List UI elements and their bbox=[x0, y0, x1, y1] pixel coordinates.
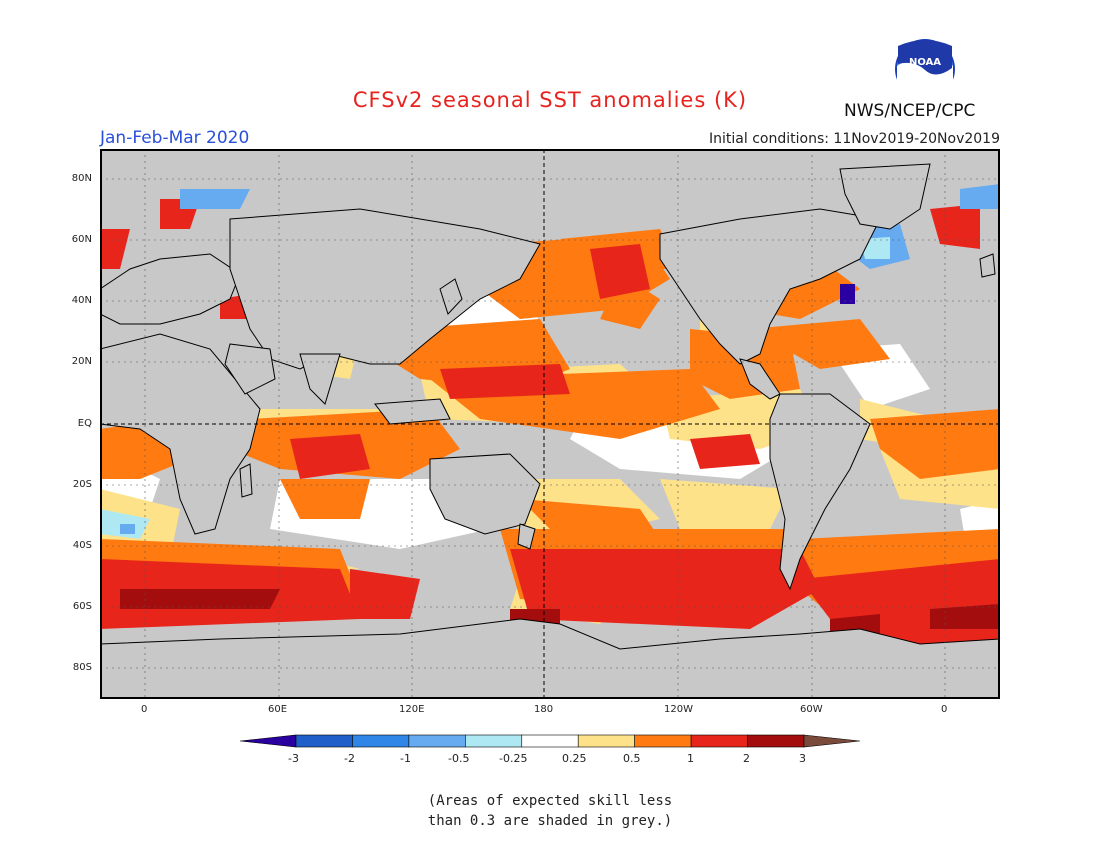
footnote-line: than 0.3 are shaded in grey.) bbox=[427, 813, 673, 829]
footnote-line: (Areas of expected skill less bbox=[427, 793, 673, 809]
lat-label: 80N bbox=[71, 173, 92, 184]
colorbar-bin bbox=[634, 734, 692, 748]
colorbar-ticks: -3 -2 -1 -0.5 -0.25 0.25 0.5 1 2 3 bbox=[240, 752, 860, 768]
lon-label: 120E bbox=[399, 704, 425, 715]
lat-label: 20S bbox=[72, 479, 92, 490]
colorbar-bin bbox=[352, 734, 410, 748]
land-greenland bbox=[839, 163, 931, 230]
lon-label: 180 bbox=[534, 704, 554, 715]
land-asia bbox=[229, 208, 541, 370]
agency-label: NWS/NCEP/CPC bbox=[844, 101, 976, 121]
latitude-axis: 80N 60N 40N 20N EQ 20S 40S 60S 80S bbox=[60, 149, 96, 699]
colorbar-tick: -0.25 bbox=[499, 752, 528, 765]
land-europe bbox=[100, 253, 241, 325]
colorbar-bin bbox=[465, 734, 523, 748]
colorbar-tick: -3 bbox=[288, 752, 299, 765]
colorbar-bin bbox=[690, 734, 748, 748]
land-central-america bbox=[739, 358, 781, 400]
land-uk bbox=[979, 253, 996, 278]
colorbar-tick: 3 bbox=[799, 752, 806, 765]
noaa-logo-text: NOAA bbox=[909, 57, 941, 68]
colorbar-tick: -1 bbox=[400, 752, 411, 765]
land-masses bbox=[100, 163, 1000, 699]
colorbar-tick: -0.5 bbox=[448, 752, 470, 765]
colorbar-bin bbox=[747, 734, 805, 748]
lon-label: 120W bbox=[664, 704, 693, 715]
colorbar bbox=[240, 734, 860, 748]
lon-label: 0 bbox=[941, 704, 948, 715]
lon-label: 0 bbox=[141, 704, 148, 715]
colorbar-tick: -2 bbox=[344, 752, 355, 765]
skill-footnote: (Areas of expected skill less than 0.3 a… bbox=[0, 791, 1100, 831]
colorbar-bin bbox=[521, 734, 579, 748]
land-indonesia bbox=[374, 398, 451, 425]
land-australia bbox=[429, 453, 541, 535]
sst-anomaly-map bbox=[100, 149, 1000, 699]
colorbar-tick: 0.5 bbox=[623, 752, 641, 765]
land-antarctica bbox=[100, 618, 1000, 699]
land-arabia bbox=[224, 343, 276, 395]
colorbar-bin bbox=[803, 734, 860, 748]
colorbar-bin bbox=[240, 734, 297, 748]
land-north-america bbox=[659, 208, 881, 365]
colorbar-bins bbox=[240, 734, 860, 748]
land-japan bbox=[439, 278, 463, 315]
initial-conditions: Initial conditions: 11Nov2019-20Nov2019 bbox=[709, 131, 1000, 147]
land-south-america bbox=[769, 393, 871, 591]
lat-label: 40S bbox=[72, 540, 92, 551]
colorbar-tick: 0.25 bbox=[562, 752, 587, 765]
lat-label: 60N bbox=[71, 234, 92, 245]
lat-label: 80S bbox=[72, 662, 92, 673]
lon-label: 60W bbox=[800, 704, 823, 715]
graticule bbox=[100, 149, 1000, 699]
colorbar-bin bbox=[408, 734, 466, 748]
lat-label: EQ bbox=[77, 418, 92, 429]
land-india bbox=[299, 353, 341, 405]
lat-label: 20N bbox=[71, 356, 92, 367]
lat-label: 40N bbox=[71, 295, 92, 306]
map-frame bbox=[100, 149, 1000, 699]
colorbar-tick: 1 bbox=[687, 752, 694, 765]
land-madagascar bbox=[239, 463, 253, 498]
lon-label: 60E bbox=[268, 704, 288, 715]
colorbar-tick: 2 bbox=[743, 752, 750, 765]
colorbar-bin bbox=[295, 734, 353, 748]
lat-label: 60S bbox=[72, 601, 92, 612]
colorbar-bin bbox=[577, 734, 635, 748]
chart-title: CFSv2 seasonal SST anomalies (K) bbox=[352, 88, 748, 112]
land-new-zealand bbox=[517, 523, 536, 550]
noaa-logo: NOAA bbox=[895, 39, 955, 100]
longitude-axis: 0 60E 120E 180 120W 60W 0 bbox=[100, 704, 1000, 720]
forecast-period: Jan-Feb-Mar 2020 bbox=[100, 128, 250, 148]
